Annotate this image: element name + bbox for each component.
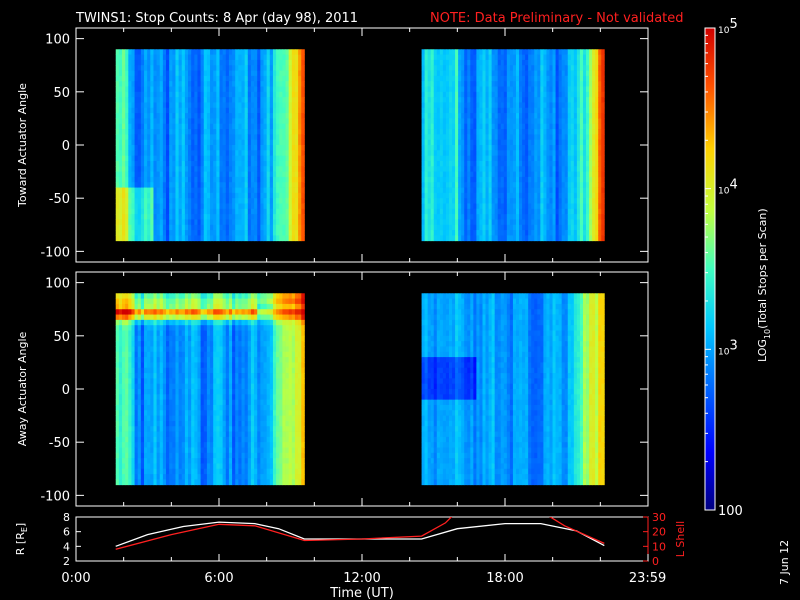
x-axis-label: Time (UT) xyxy=(329,586,394,600)
x-tick-label: 12:00 xyxy=(343,571,380,586)
orbit-right-axis-label: L Shell xyxy=(674,521,687,557)
toward-y-axis-label: Toward Actuator Angle xyxy=(16,83,29,208)
x-tick-label: 0:00 xyxy=(61,571,90,586)
orbit-left-tick-label: 8 xyxy=(63,511,70,524)
orbit-left-tick-label: 4 xyxy=(63,540,70,553)
orbit-right-tick-label: 10 xyxy=(652,540,666,553)
r-distance-line xyxy=(115,521,605,547)
x-tick-label: 6:00 xyxy=(204,571,233,586)
preliminary-note: NOTE: Data Preliminary - Not validated xyxy=(430,11,684,26)
away-y-axis-label: Away Actuator Angle xyxy=(16,331,29,446)
away-y-tick-label: -100 xyxy=(40,489,70,504)
away-y-tick-label: 0 xyxy=(62,383,70,398)
away-y-tick-label: 50 xyxy=(53,330,70,345)
toward-block-1 xyxy=(115,49,305,242)
toward-y-tick-label: -100 xyxy=(40,245,70,260)
orbit-right-tick-label: 30 xyxy=(652,511,666,524)
orbit-left-axis-label: R [RE] xyxy=(14,523,29,555)
away-block-1 xyxy=(115,293,305,486)
toward-block-2 xyxy=(421,49,605,242)
date-stamp: 7 Jun 12 xyxy=(778,540,791,585)
orbit-left-tick-label: 2 xyxy=(63,555,70,568)
away-y-tick-label: -50 xyxy=(49,436,70,451)
chart-title: TWINS1: Stop Counts: 8 Apr (day 98), 201… xyxy=(75,11,358,26)
colorbar-tick-label: 103 xyxy=(718,338,738,357)
away-block-2 xyxy=(421,293,605,486)
away-panel: -100 -50 0 50 100 Away Actuator Angle xyxy=(16,271,649,507)
x-tick-label: 18:00 xyxy=(486,571,523,586)
orbit-right-tick-label: 0 xyxy=(652,555,659,568)
l-shell-line-2 xyxy=(549,517,605,544)
colorbar xyxy=(704,27,716,511)
colorbar-tick-label: 104 xyxy=(718,178,738,197)
colorbar-tick-label: 100 xyxy=(718,504,743,519)
colorbar-label: LOG10(Total Stops per Scan) xyxy=(756,208,772,362)
l-shell-line xyxy=(115,517,453,550)
toward-y-tick-label: 0 xyxy=(62,139,70,154)
toward-y-tick-label: 50 xyxy=(53,86,70,101)
toward-y-tick-label: 100 xyxy=(45,33,70,48)
orbit-left-tick-label: 6 xyxy=(63,526,70,539)
toward-y-tick-label: -50 xyxy=(49,192,70,207)
colorbar-tick-label: 105 xyxy=(718,17,738,36)
toward-panel: -100 -50 0 50 100 Toward Actuator Angle xyxy=(16,27,649,263)
orbit-right-tick-label: 20 xyxy=(652,526,666,539)
x-tick-label: 23:59 xyxy=(629,571,666,586)
away-y-tick-label: 100 xyxy=(45,277,70,292)
